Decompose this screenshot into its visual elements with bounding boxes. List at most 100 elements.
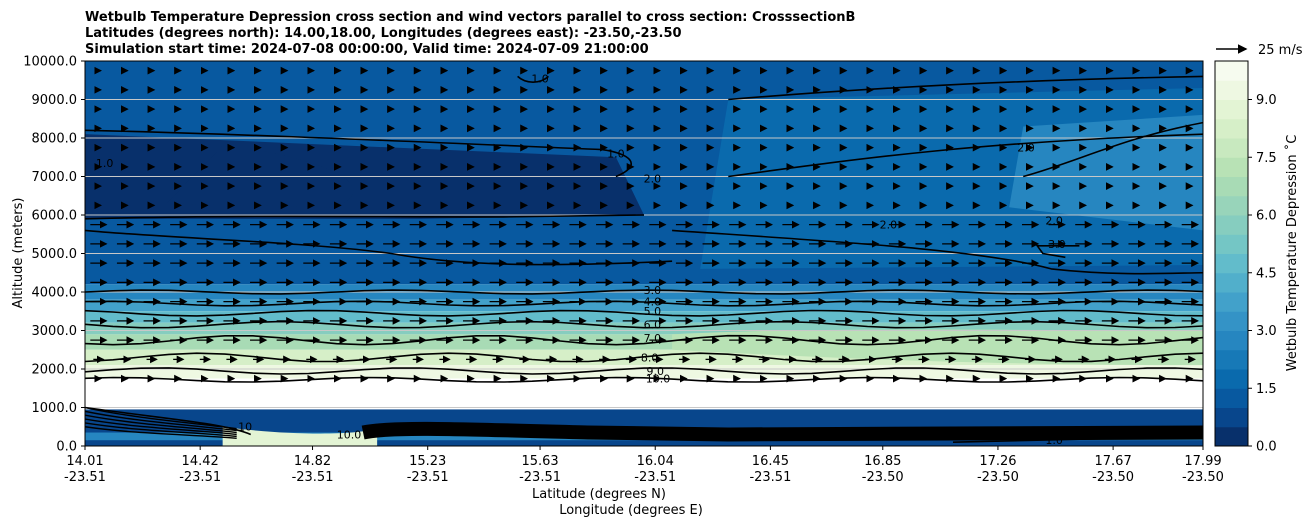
- contour-line-3: [85, 309, 1203, 317]
- contour-line-extra-1: [85, 129, 632, 178]
- colorbar-segment-1: [1215, 407, 1248, 428]
- x-tick-lat-2: 14.82: [294, 454, 331, 469]
- colorbar-tick-label-1: 1.5: [1256, 382, 1277, 397]
- fill-band-6: [85, 322, 1203, 335]
- colorbar-frame: [1214, 60, 1249, 447]
- contour-label-6: 2.0: [1045, 215, 1063, 228]
- colorbar-segment-9: [1215, 253, 1248, 274]
- x-tick-lon-5: -23.51: [634, 470, 676, 485]
- contour-lines: [85, 75, 1203, 443]
- colorbar-segment-4: [1215, 349, 1248, 370]
- x-tick-lat-0: 14.01: [66, 454, 103, 469]
- contour-label-17: 10.0: [632, 425, 657, 438]
- colorbar-segment-5: [1215, 330, 1248, 351]
- contour-label-15: 9.0: [646, 365, 664, 378]
- contour-line-2: [85, 300, 1203, 307]
- fill-band-10: [85, 378, 1203, 410]
- contour-label-10: 4.0: [644, 296, 662, 309]
- y-tick-label-6: 6000.0: [32, 209, 78, 224]
- x-tick-lon-1: -23.51: [179, 470, 221, 485]
- contour-line-4: [85, 320, 1203, 329]
- colorbar-tick-label-2: 3.0: [1256, 324, 1277, 339]
- colorbar-segment-13: [1215, 176, 1248, 197]
- colorbar-segment-14: [1215, 157, 1248, 177]
- contour-line-1: [85, 289, 1203, 295]
- contour-label-18: 10.0: [337, 428, 362, 441]
- colorbar-segment-6: [1215, 311, 1248, 331]
- contour-line-extra-6: [1023, 121, 1203, 178]
- colorbar-segment-19: [1215, 61, 1248, 81]
- x-tick-lon-4: -23.51: [519, 470, 561, 485]
- x-tick-lon-9: -23.50: [1092, 470, 1134, 485]
- contour-label-2: 1.0: [96, 157, 114, 170]
- y-tick-label-9: 9000.0: [32, 93, 78, 108]
- x-tick-lon-10: -23.50: [1182, 470, 1224, 485]
- green-lobe: [672, 329, 1203, 366]
- title-line-1: Wetbulb Temperature Depression cross sec…: [85, 10, 855, 25]
- x-tick-lat-5: 16.04: [637, 454, 674, 469]
- x-tick-lon-3: -23.51: [407, 470, 449, 485]
- x-tick-lon-2: -23.51: [292, 470, 334, 485]
- colorbar-segment-12: [1215, 195, 1248, 216]
- quiver-key: 25 m/s: [1216, 43, 1303, 58]
- contour-label-13: 7.0: [644, 332, 662, 345]
- y-tick-label-3: 3000.0: [32, 324, 78, 339]
- x-tick-lat-9: 17.67: [1095, 454, 1132, 469]
- title-line-2: Latitudes (degrees north): 14.00,18.00, …: [85, 26, 682, 41]
- colorbar-segment-3: [1215, 369, 1248, 389]
- quiver-key-label: 25 m/s: [1258, 43, 1303, 58]
- colorbar-tick-label-0: 0.0: [1256, 440, 1277, 455]
- surface-contour-left-2: [85, 410, 237, 432]
- surface-dry-patch: [222, 426, 378, 446]
- contour-labels: 1.01.01.02.02.0 2.03.02.03.04.05.06.07.08…: [96, 72, 1066, 447]
- y-axis-label: Altitude (meters): [11, 198, 26, 309]
- contour-label-3: 1.0: [607, 147, 625, 160]
- contour-label-20: 1.0: [1045, 434, 1063, 447]
- contour-label-5: 2.0: [880, 219, 898, 232]
- contour-label-16: 10.0: [646, 373, 671, 386]
- y-tick-label-5: 5000.0: [32, 247, 78, 262]
- wind-vectors: [90, 66, 1199, 383]
- title-line-3: Simulation start time: 2024-07-08 00:00:…: [85, 42, 649, 57]
- contour-label-14: 8.0: [641, 351, 659, 364]
- x-tick-lat-8: 17.26: [979, 454, 1016, 469]
- contour-label-1: 1.0: [531, 72, 549, 85]
- colorbar-tick-label-6: 9.0: [1256, 93, 1277, 108]
- surface-contour-left-6: [85, 426, 237, 439]
- contour-line-5: [85, 334, 1203, 346]
- contour-line-extra-8: [517, 75, 550, 83]
- x-tick-lat-10: 17.99: [1184, 454, 1221, 469]
- x-axis-label-lat: Latitude (degrees N): [532, 487, 666, 502]
- contour-line-extra-10: [85, 406, 252, 436]
- fill-band-9: [85, 365, 1203, 379]
- colorbar-tick-label-4: 6.0: [1256, 209, 1277, 224]
- x-tick-lon-6: -23.51: [749, 470, 791, 485]
- colorbar-tick-label-3: 4.5: [1256, 266, 1277, 281]
- surface-contour-bundle: [361, 421, 1203, 442]
- x-tick-lon-0: -23.51: [64, 470, 106, 485]
- colorbar-segment-18: [1215, 80, 1248, 100]
- contour-line-8: [85, 376, 1203, 383]
- y-tick-label-8: 8000.0: [32, 132, 78, 147]
- y-axis: 0.0 1000.0 2000.0 3000.0 4000.0 5000.0 6000.0 7…: [23, 55, 85, 455]
- surface-contour-left-1: [85, 406, 237, 430]
- contour-label-8: 2.0: [1017, 142, 1035, 155]
- colorbar: 0.0 1.5 3.0 4.5 6.0 7.5 9.0: [1214, 60, 1277, 455]
- y-tick-label-2: 2000.0: [32, 363, 78, 378]
- contour-line-6: [85, 352, 1203, 363]
- x-tick-lat-6: 16.45: [752, 454, 789, 469]
- chart-title: Wetbulb Temperature Depression cross sec…: [85, 10, 855, 57]
- colorbar-segment-16: [1215, 118, 1248, 139]
- contour-label-11: 5.0: [644, 305, 662, 318]
- colorbar-segment-0: [1215, 426, 1248, 447]
- colorbar-segment-10: [1215, 234, 1248, 254]
- colorbar-label: Wetbulb Temperature Depression ˚C: [1284, 135, 1300, 372]
- surface-contour-left-4: [85, 418, 237, 436]
- y-tick-label-7: 7000.0: [32, 170, 78, 185]
- contour-line-extra-4: [728, 75, 1203, 101]
- colorbar-tick-label-5: 7.5: [1256, 151, 1277, 166]
- surface-contour-left-5: [85, 422, 237, 438]
- x-axis: 14.01-23.5114.42-23.5114.82-23.5115.23-2…: [64, 446, 1224, 485]
- colorbar-segment-8: [1215, 272, 1248, 293]
- contour-line-extra-2: [85, 214, 645, 220]
